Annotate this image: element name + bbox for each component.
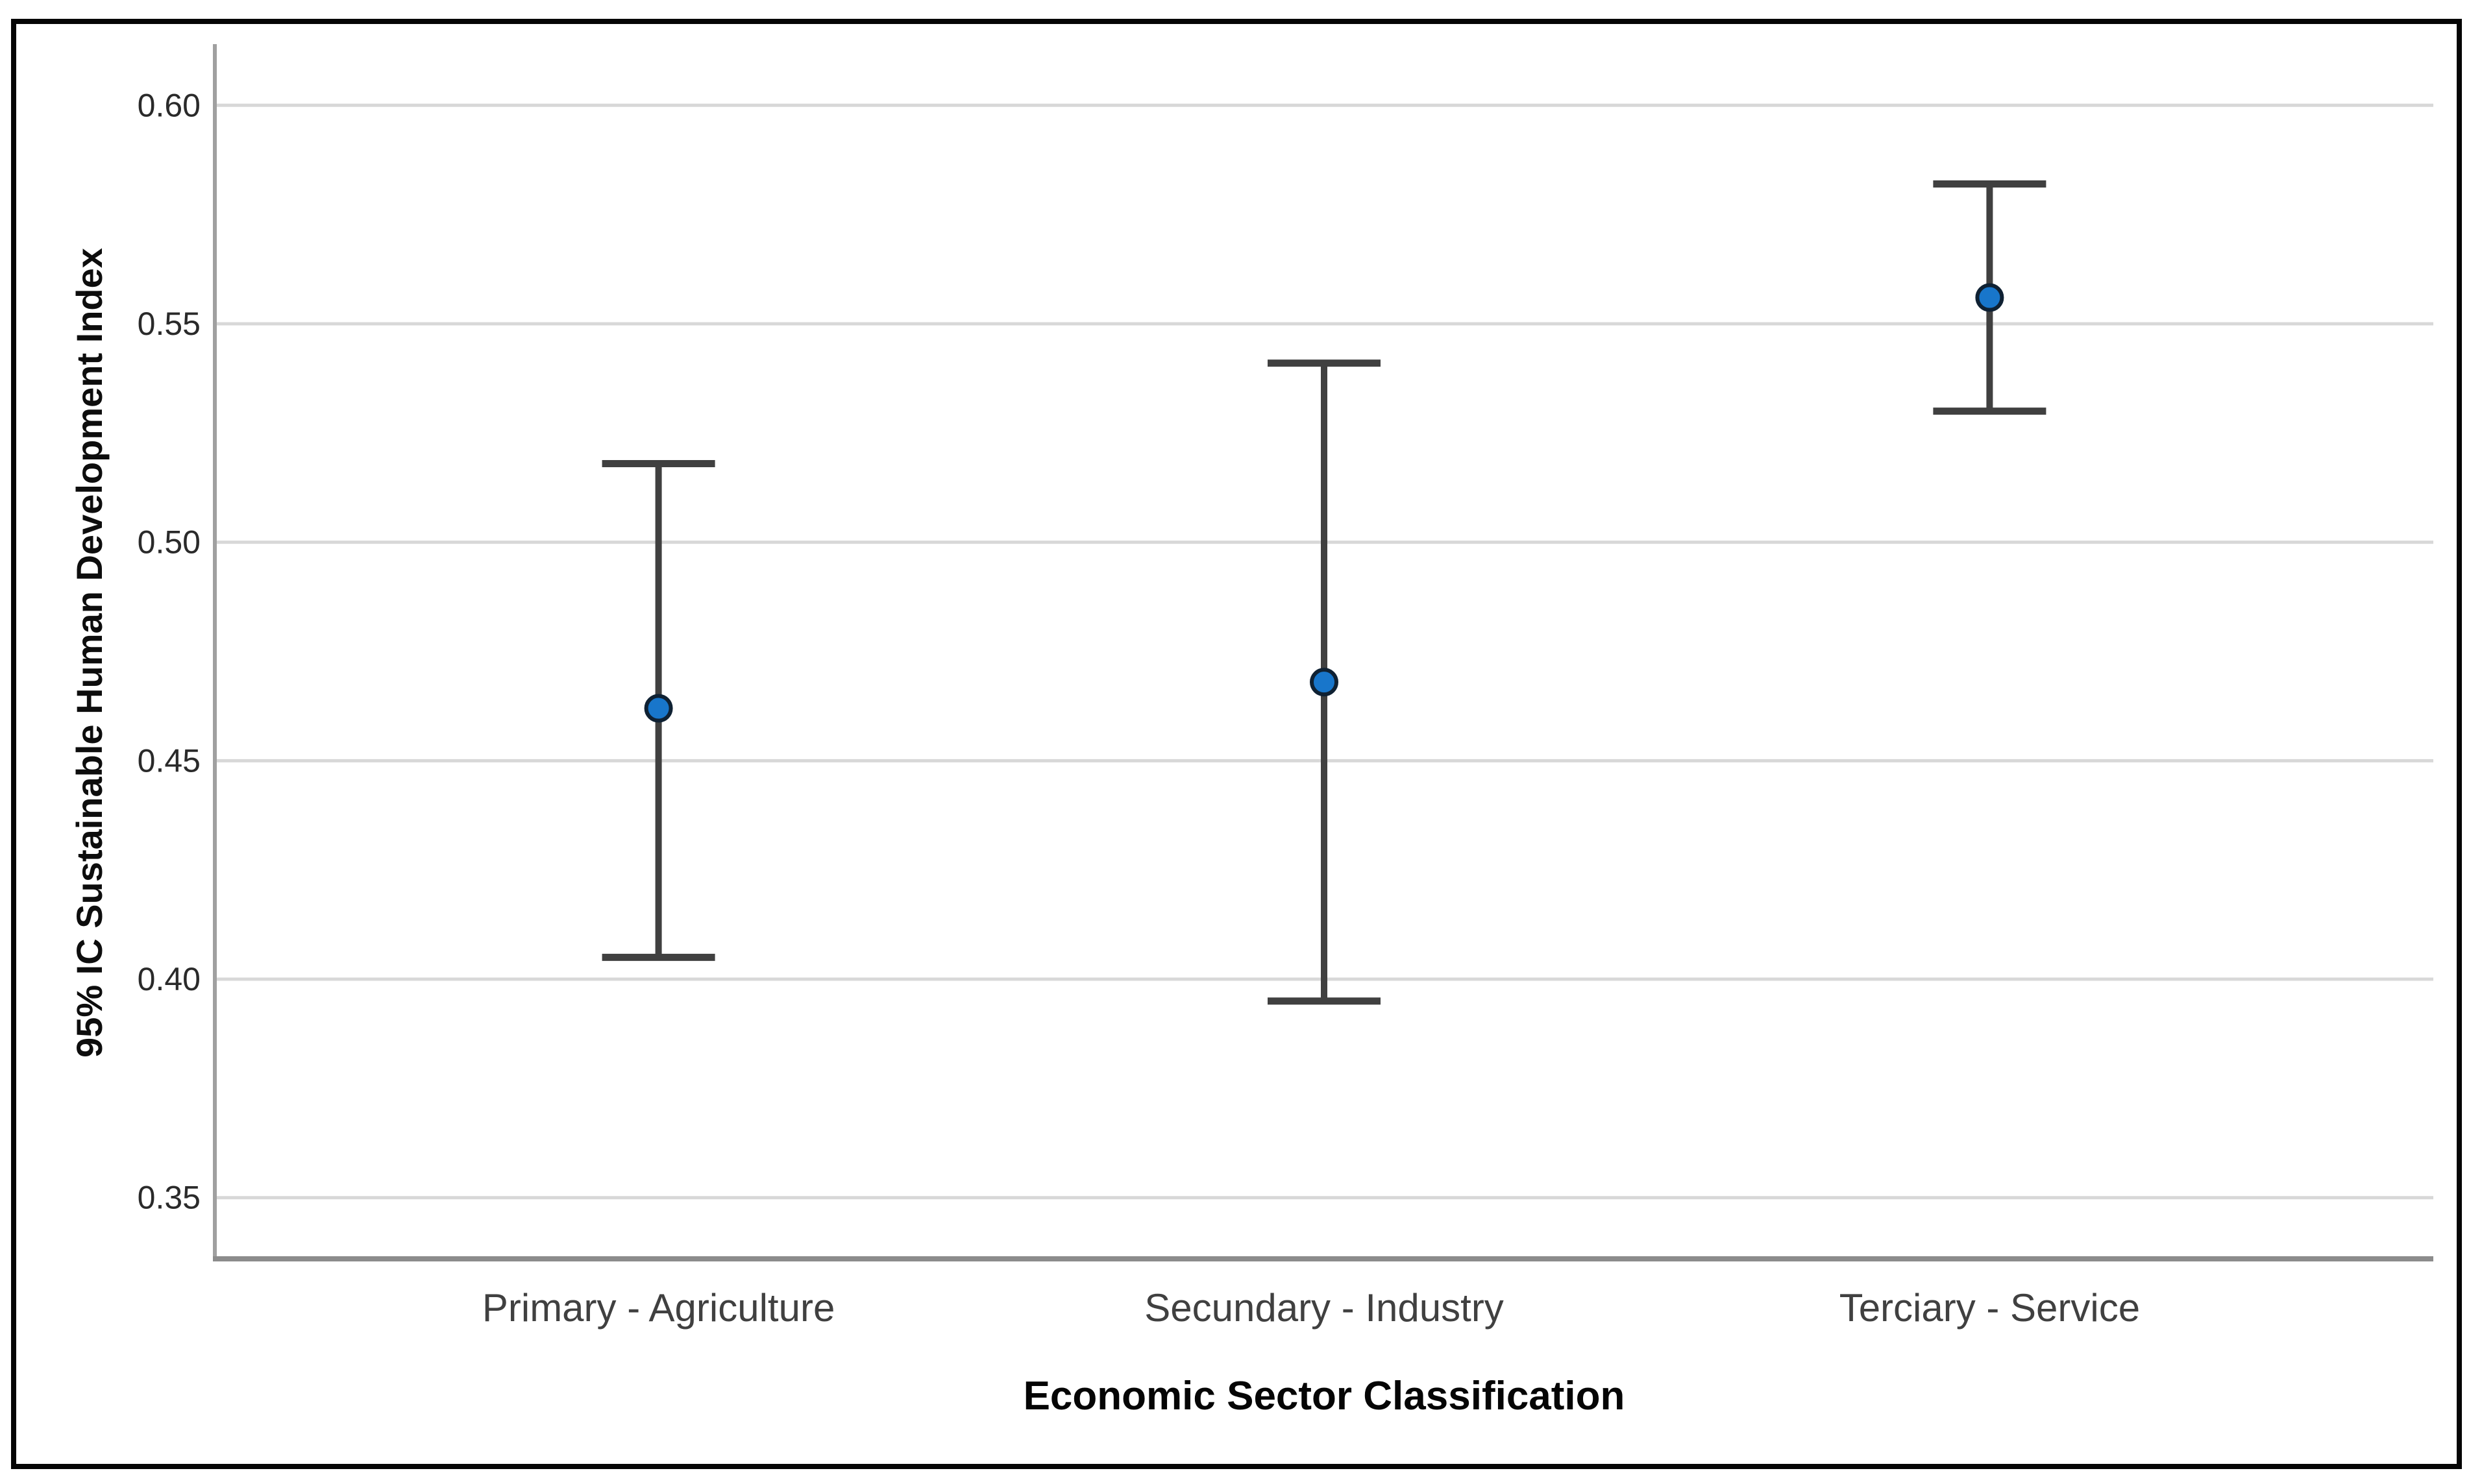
y-tick-label: 0.60	[138, 87, 201, 123]
mean-marker	[1975, 283, 2004, 312]
y-tick-label: 0.50	[138, 524, 201, 561]
y-tick-label: 0.55	[138, 306, 201, 342]
y-tick-label: 0.35	[138, 1180, 201, 1216]
y-axis-title: 95% IC Sustainable Human Development Ind…	[69, 248, 110, 1058]
chart-frame	[11, 19, 2462, 1469]
x-axis-title: Economic Sector Classification	[1023, 1374, 1625, 1418]
y-tick-label: 0.45	[138, 742, 201, 779]
y-tick-label: 0.40	[138, 961, 201, 997]
x-category-label: Primary - Agriculture	[482, 1286, 835, 1330]
mean-marker	[644, 694, 673, 723]
x-category-label: Secundary - Industry	[1144, 1286, 1504, 1330]
x-category-label: Terciary - Service	[1839, 1286, 2140, 1330]
mean-marker	[1310, 668, 1338, 697]
